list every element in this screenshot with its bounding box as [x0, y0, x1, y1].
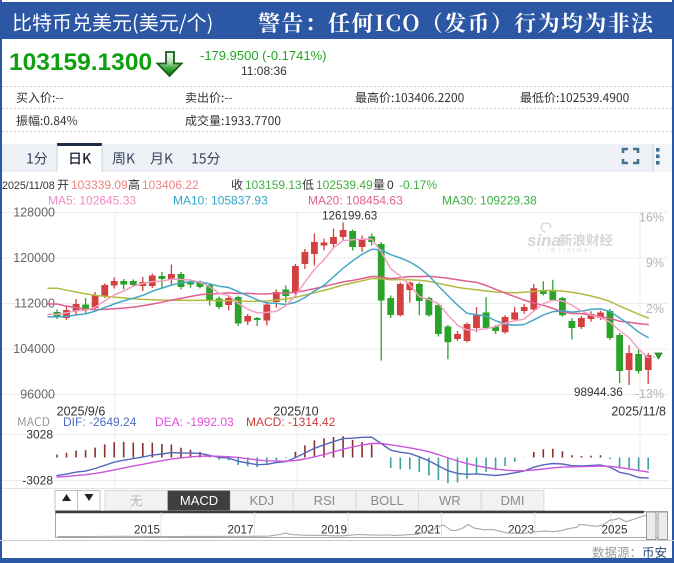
- svg-text:DMI: DMI: [501, 493, 525, 508]
- svg-text:MA30: 109229.38: MA30: 109229.38: [442, 194, 537, 208]
- svg-text:2025/11/08: 2025/11/08: [2, 180, 55, 192]
- svg-text:126199.63: 126199.63: [322, 210, 377, 223]
- svg-text:WR: WR: [439, 493, 461, 508]
- svg-text:2025/11/8: 2025/11/8: [611, 405, 666, 419]
- svg-text:-179.9500 (-0.1741%): -179.9500 (-0.1741%): [200, 48, 326, 63]
- svg-text:11:08:36: 11:08:36: [241, 64, 287, 78]
- svg-text:2017: 2017: [227, 524, 253, 537]
- svg-text:2025: 2025: [601, 524, 628, 537]
- svg-text:102539.49: 102539.49: [316, 178, 373, 192]
- svg-text:9%: 9%: [646, 256, 664, 270]
- svg-text:MACD: -1314.42: MACD: -1314.42: [246, 415, 336, 429]
- svg-text:MA10: 105837.93: MA10: 105837.93: [173, 194, 268, 208]
- svg-text:2025/9/6: 2025/9/6: [57, 405, 106, 419]
- svg-text:0: 0: [387, 178, 394, 192]
- svg-text:104000: 104000: [13, 342, 55, 356]
- svg-text:sina: sina: [527, 231, 561, 250]
- svg-text:DEA: -1992.03: DEA: -1992.03: [155, 415, 234, 429]
- svg-text:103406.22: 103406.22: [142, 178, 199, 192]
- svg-text:-0.17%: -0.17%: [399, 178, 437, 192]
- svg-text:3028: 3028: [26, 428, 53, 442]
- svg-text:2023: 2023: [508, 524, 534, 537]
- svg-text:DIF: -2649.24: DIF: -2649.24: [63, 415, 137, 429]
- svg-text:KDJ: KDJ: [249, 493, 274, 508]
- svg-text:103339.09: 103339.09: [71, 178, 128, 192]
- svg-text:120000: 120000: [13, 251, 55, 265]
- svg-text:RSI: RSI: [314, 493, 336, 508]
- svg-text:2%: 2%: [646, 302, 664, 316]
- svg-text:103159.13: 103159.13: [245, 178, 302, 192]
- svg-text:-3028: -3028: [22, 474, 53, 488]
- svg-text:MA20: 108454.63: MA20: 108454.63: [308, 194, 403, 208]
- svg-text:96000: 96000: [20, 388, 55, 402]
- svg-text:2025/10: 2025/10: [273, 405, 318, 419]
- svg-text:98944.36: 98944.36: [574, 386, 623, 399]
- svg-text:2019: 2019: [321, 524, 347, 537]
- svg-text:16%: 16%: [639, 211, 664, 225]
- svg-text:t - i m + i a i w a i: t - i m + i a i w a i: [538, 247, 591, 254]
- svg-text:128000: 128000: [13, 206, 55, 220]
- svg-text:MA5: 102645.33: MA5: 102645.33: [48, 194, 136, 208]
- svg-text:MACD: MACD: [180, 493, 218, 508]
- svg-text:112000: 112000: [14, 297, 55, 311]
- svg-text:-13%: -13%: [635, 387, 664, 401]
- svg-text:2015: 2015: [134, 524, 161, 537]
- svg-text:103159.1300: 103159.1300: [9, 49, 152, 76]
- svg-text:BOLL: BOLL: [371, 493, 404, 508]
